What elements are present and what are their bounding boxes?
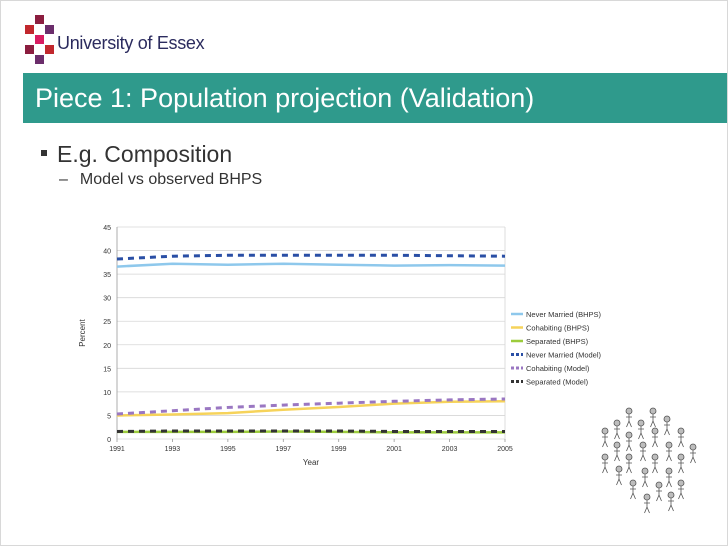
y-tick-label: 45 [103, 225, 111, 232]
person-figure [641, 467, 649, 488]
person-figure [643, 493, 651, 514]
x-tick-label: 1999 [331, 446, 347, 453]
legend-entry: Cohabiting (BHPS) [526, 324, 590, 333]
person-figure [613, 441, 621, 462]
y-tick-label: 20 [103, 343, 111, 350]
logo-square [25, 45, 34, 54]
legend-entry: Never Married (Model) [526, 351, 602, 360]
bullet-dash-icon: – [59, 171, 68, 188]
bullet-level1-text: E.g. Composition [57, 141, 233, 167]
logo-text: University of Essex [57, 33, 205, 53]
y-tick-label: 15 [103, 366, 111, 373]
person-figure [651, 453, 659, 474]
series-line-cohabiting-model [116, 397, 506, 416]
chart-series [116, 253, 506, 434]
person-figure [637, 419, 645, 440]
x-tick-label: 1993 [165, 446, 181, 453]
person-figure [615, 465, 623, 486]
y-tick-label: 40 [103, 249, 111, 256]
person-figure [639, 441, 647, 462]
logo-square [35, 35, 44, 44]
y-tick-labels: 0 5 10 15 20 25 30 35 40 45 [103, 225, 111, 444]
bullet-level2-text: Model vs observed BHPS [79, 171, 263, 188]
person-figure [625, 407, 633, 428]
legend-entry: Never Married (BHPS) [526, 310, 602, 319]
y-tick-label: 35 [103, 272, 111, 279]
x-tick-labels: 1991 1993 1995 1997 1999 2001 2003 2005 [109, 446, 513, 453]
bullet-square-icon [41, 149, 47, 156]
logo-square [45, 25, 54, 34]
person-figure [665, 441, 673, 462]
crowd-of-people-icon [601, 407, 697, 514]
x-tick-label: 1991 [109, 446, 125, 453]
slide-title: Piece 1: Population projection (Validati… [35, 83, 535, 113]
person-figure [613, 419, 621, 440]
y-tick-label: 25 [103, 319, 111, 326]
x-axis-label: Year [303, 458, 320, 467]
series-line-never-married-model [116, 253, 506, 261]
person-figure [667, 491, 675, 512]
person-figure [665, 467, 673, 488]
person-figure [651, 427, 659, 448]
legend-entry: Separated (Model) [526, 378, 589, 387]
y-tick-label: 5 [107, 413, 111, 420]
bullet-level2: – Model vs observed BHPS [59, 171, 262, 189]
person-figure [689, 443, 697, 464]
person-figure [625, 431, 633, 452]
x-tick-label: 2005 [497, 446, 513, 453]
y-axis-label: Percent [78, 318, 87, 346]
bullet-level1: E.g. Composition [41, 141, 232, 168]
series-line-cohabiting-bhps [116, 400, 506, 417]
logo-square [45, 45, 54, 54]
person-figure [677, 453, 685, 474]
x-tick-label: 2003 [442, 446, 458, 453]
chart-legend: Never Married (BHPS) Cohabiting (BHPS) Sep… [511, 310, 602, 387]
y-tick-label: 30 [103, 296, 111, 303]
logo-square [35, 55, 44, 64]
person-figure [649, 407, 657, 428]
x-tick-label: 1995 [220, 446, 236, 453]
y-tick-label: 0 [107, 437, 111, 444]
person-figure [663, 415, 671, 436]
person-figure [601, 427, 609, 448]
legend-entry: Separated (BHPS) [526, 337, 589, 346]
person-figure [655, 481, 663, 502]
person-figure [629, 479, 637, 500]
x-tick-label: 2001 [386, 446, 402, 453]
university-logo: University of Essex [21, 11, 221, 67]
person-figure [677, 479, 685, 500]
logo-square [25, 25, 34, 34]
person-figure [677, 427, 685, 448]
person-figure [601, 453, 609, 474]
x-tick-label: 1997 [275, 446, 291, 453]
legend-entry: Cohabiting (Model) [526, 364, 590, 373]
logo-square [35, 15, 44, 24]
title-bar: Piece 1: Population projection (Validati… [23, 73, 727, 123]
person-figure [625, 453, 633, 474]
y-tick-label: 10 [103, 390, 111, 397]
composition-line-chart: 0 5 10 15 20 25 30 35 40 45 1991 1993 1995 1997 1999 2… [78, 225, 602, 467]
series-line-never-married-bhps [116, 262, 506, 268]
